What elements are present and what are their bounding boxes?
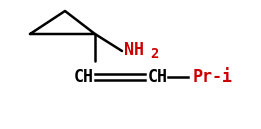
- Text: 2: 2: [150, 47, 158, 61]
- Text: Pr-i: Pr-i: [193, 68, 233, 86]
- Text: NH: NH: [124, 41, 144, 59]
- Text: CH: CH: [74, 68, 94, 86]
- Text: CH: CH: [148, 68, 168, 86]
